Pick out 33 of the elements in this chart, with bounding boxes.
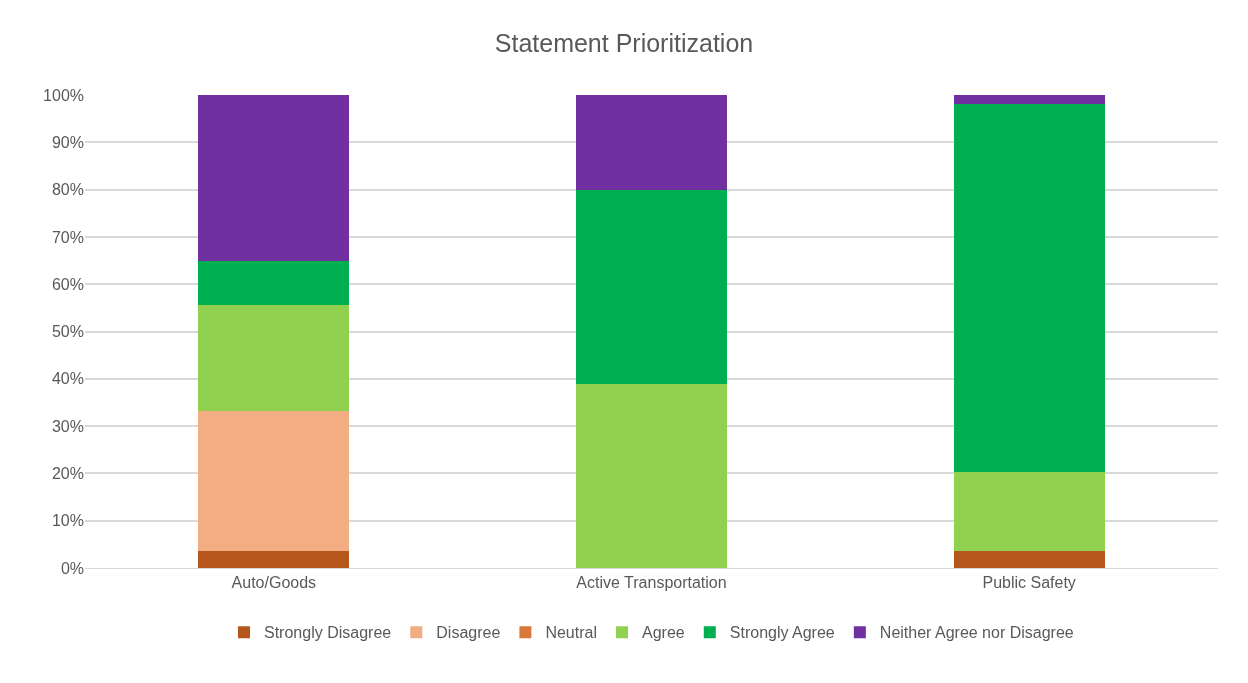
y-tick-label: 40% (51, 370, 84, 388)
chart-title: Statement Prioritization (494, 28, 754, 57)
y-tick-label: 0% (60, 559, 84, 577)
bar (953, 103, 1105, 472)
legend-label: Neutral (545, 624, 597, 642)
bar (198, 260, 350, 306)
bar (953, 550, 1105, 568)
y-tick-label: 100% (43, 86, 84, 104)
bar (198, 95, 350, 261)
bar (575, 383, 728, 568)
y-tick-label: 30% (51, 417, 84, 435)
legend-label: Strongly Disagree (264, 624, 392, 642)
y-tick-label: 90% (51, 133, 84, 151)
x-tick-label: Active Transportation (576, 574, 727, 592)
y-tick-label: 60% (51, 275, 84, 293)
bar (198, 550, 350, 568)
y-tick-label: 80% (51, 181, 84, 199)
y-tick-label: 70% (51, 228, 84, 246)
y-tick-label: 20% (51, 465, 84, 482)
bar (575, 95, 728, 190)
bar (953, 471, 1105, 551)
bar (198, 410, 350, 551)
legend-label: Neither Agree nor Disagree (879, 624, 1074, 642)
bar (953, 95, 1105, 104)
y-tick-label: 50% (51, 323, 84, 341)
legend-label: Agree (641, 624, 685, 642)
legend-label: Disagree (436, 624, 501, 642)
bar (198, 305, 350, 411)
x-tick-label: Auto/Goods (231, 574, 317, 592)
legend-label: Strongly Agree (729, 624, 835, 642)
y-tick-label: 10% (51, 512, 84, 530)
x-tick-label: Public Safety (982, 574, 1076, 592)
bar (575, 189, 728, 384)
